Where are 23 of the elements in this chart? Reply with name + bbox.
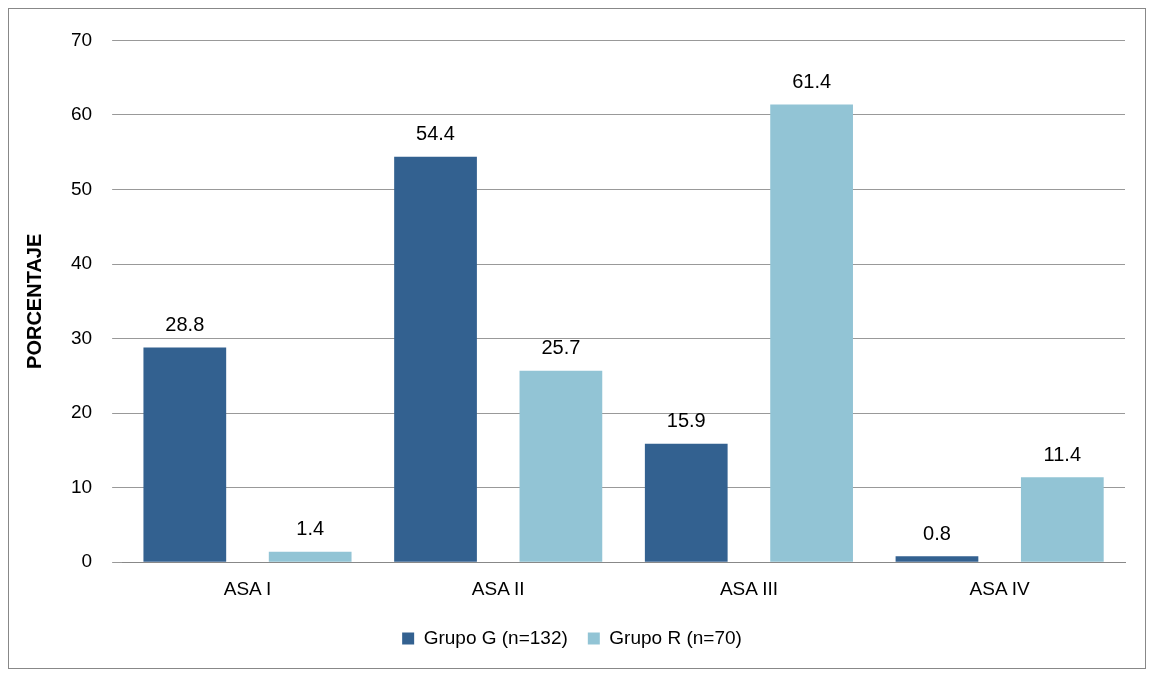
data-label: 28.8	[165, 313, 205, 336]
y-tick-label: 50	[70, 177, 93, 199]
data-label: 15.9	[666, 409, 706, 432]
y-tick-label: 40	[70, 252, 93, 274]
y-tick-label: 20	[70, 401, 93, 423]
data-label: 0.8	[923, 521, 951, 544]
x-tick-label: ASA III	[719, 577, 778, 599]
y-tick-label: 30	[70, 326, 93, 348]
legend-label: Grupo R (n=70)	[609, 626, 742, 648]
data-label: 54.4	[416, 122, 455, 145]
x-tick-label: ASA I	[223, 577, 272, 599]
data-label: 1.4	[296, 517, 325, 540]
data-label: 61.4	[792, 70, 832, 93]
x-tick-label: ASA II	[471, 577, 525, 599]
legend-label: Grupo G (n=132)	[423, 626, 568, 648]
data-label: 11.4	[1043, 442, 1082, 465]
y-axis-title: PORCENTAJE	[22, 233, 45, 369]
data-label: 25.7	[541, 336, 581, 359]
y-tick-label: 70	[70, 28, 93, 50]
x-tick-label: ASA IV	[969, 577, 1031, 599]
y-tick-label: 60	[70, 103, 93, 125]
y-tick-label: 10	[70, 475, 93, 497]
y-tick-label: 0	[81, 550, 93, 572]
